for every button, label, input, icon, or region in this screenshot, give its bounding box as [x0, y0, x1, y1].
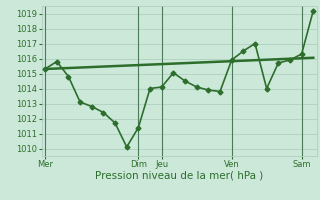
- X-axis label: Pression niveau de la mer( hPa ): Pression niveau de la mer( hPa ): [95, 171, 263, 181]
